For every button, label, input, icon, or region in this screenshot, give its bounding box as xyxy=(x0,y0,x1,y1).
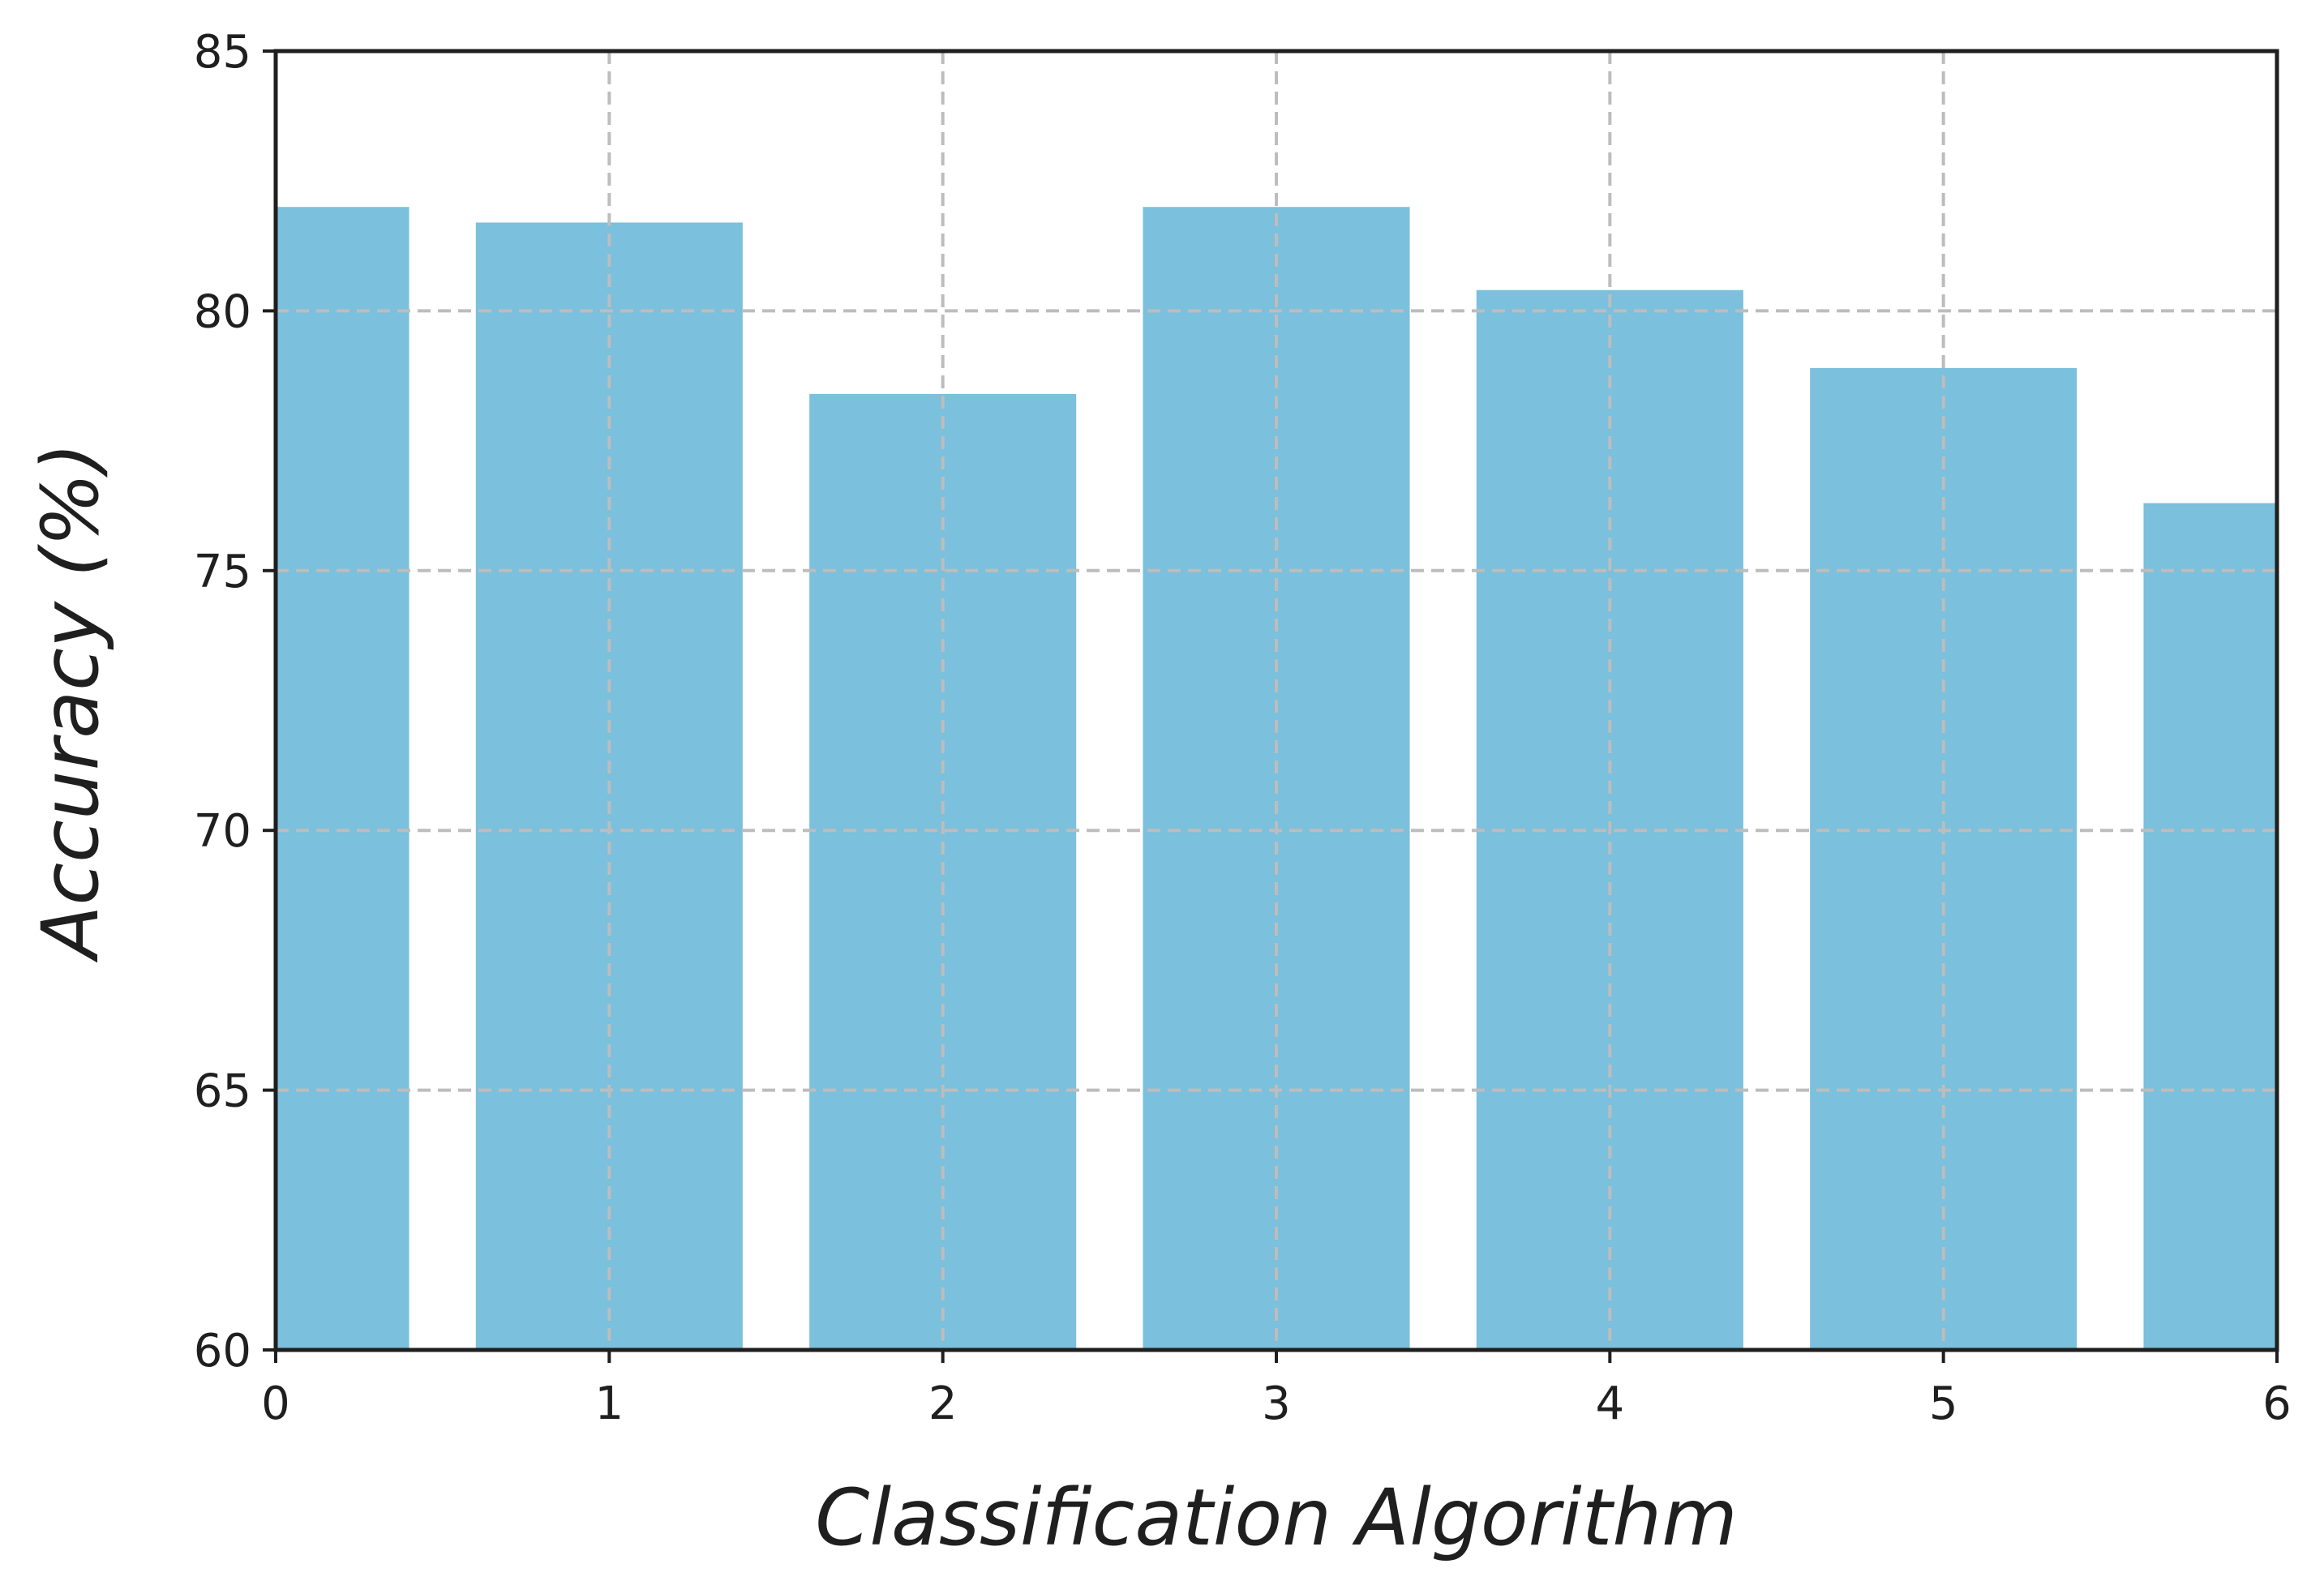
y-tick-label-85: 85 xyxy=(194,26,251,79)
x-tick-label-4: 4 xyxy=(1596,1377,1625,1430)
plot-frame xyxy=(273,49,2279,1352)
y-tick-label-80: 80 xyxy=(194,285,251,338)
x-tick-label-6: 6 xyxy=(2262,1377,2292,1430)
x-tick-label-2: 2 xyxy=(928,1377,958,1430)
x-tick-label-0: 0 xyxy=(261,1377,290,1430)
x-tick-labels: 0 1 2 3 4 5 6 xyxy=(261,1377,2292,1430)
x-tick-label-5: 5 xyxy=(1929,1377,1958,1430)
bar-6 xyxy=(2143,503,2277,1350)
tick-marks xyxy=(263,49,2279,1363)
y-tick-label-65: 65 xyxy=(194,1065,251,1118)
x-tick-label-3: 3 xyxy=(1262,1377,1291,1430)
y-tick-label-75: 75 xyxy=(194,546,251,598)
y-tick-label-60: 60 xyxy=(194,1325,251,1377)
bars xyxy=(276,207,2277,1350)
y-tick-labels: 60 65 70 75 80 85 xyxy=(194,26,251,1377)
x-tick-label-1: 1 xyxy=(595,1377,624,1430)
bar-0 xyxy=(276,207,409,1350)
y-axis-label: Accuracy (%) xyxy=(25,443,116,964)
bar-5 xyxy=(1810,367,2077,1350)
x-axis-label: Classification Algorithm xyxy=(815,1472,1737,1563)
y-tick-label-70: 70 xyxy=(194,805,251,858)
